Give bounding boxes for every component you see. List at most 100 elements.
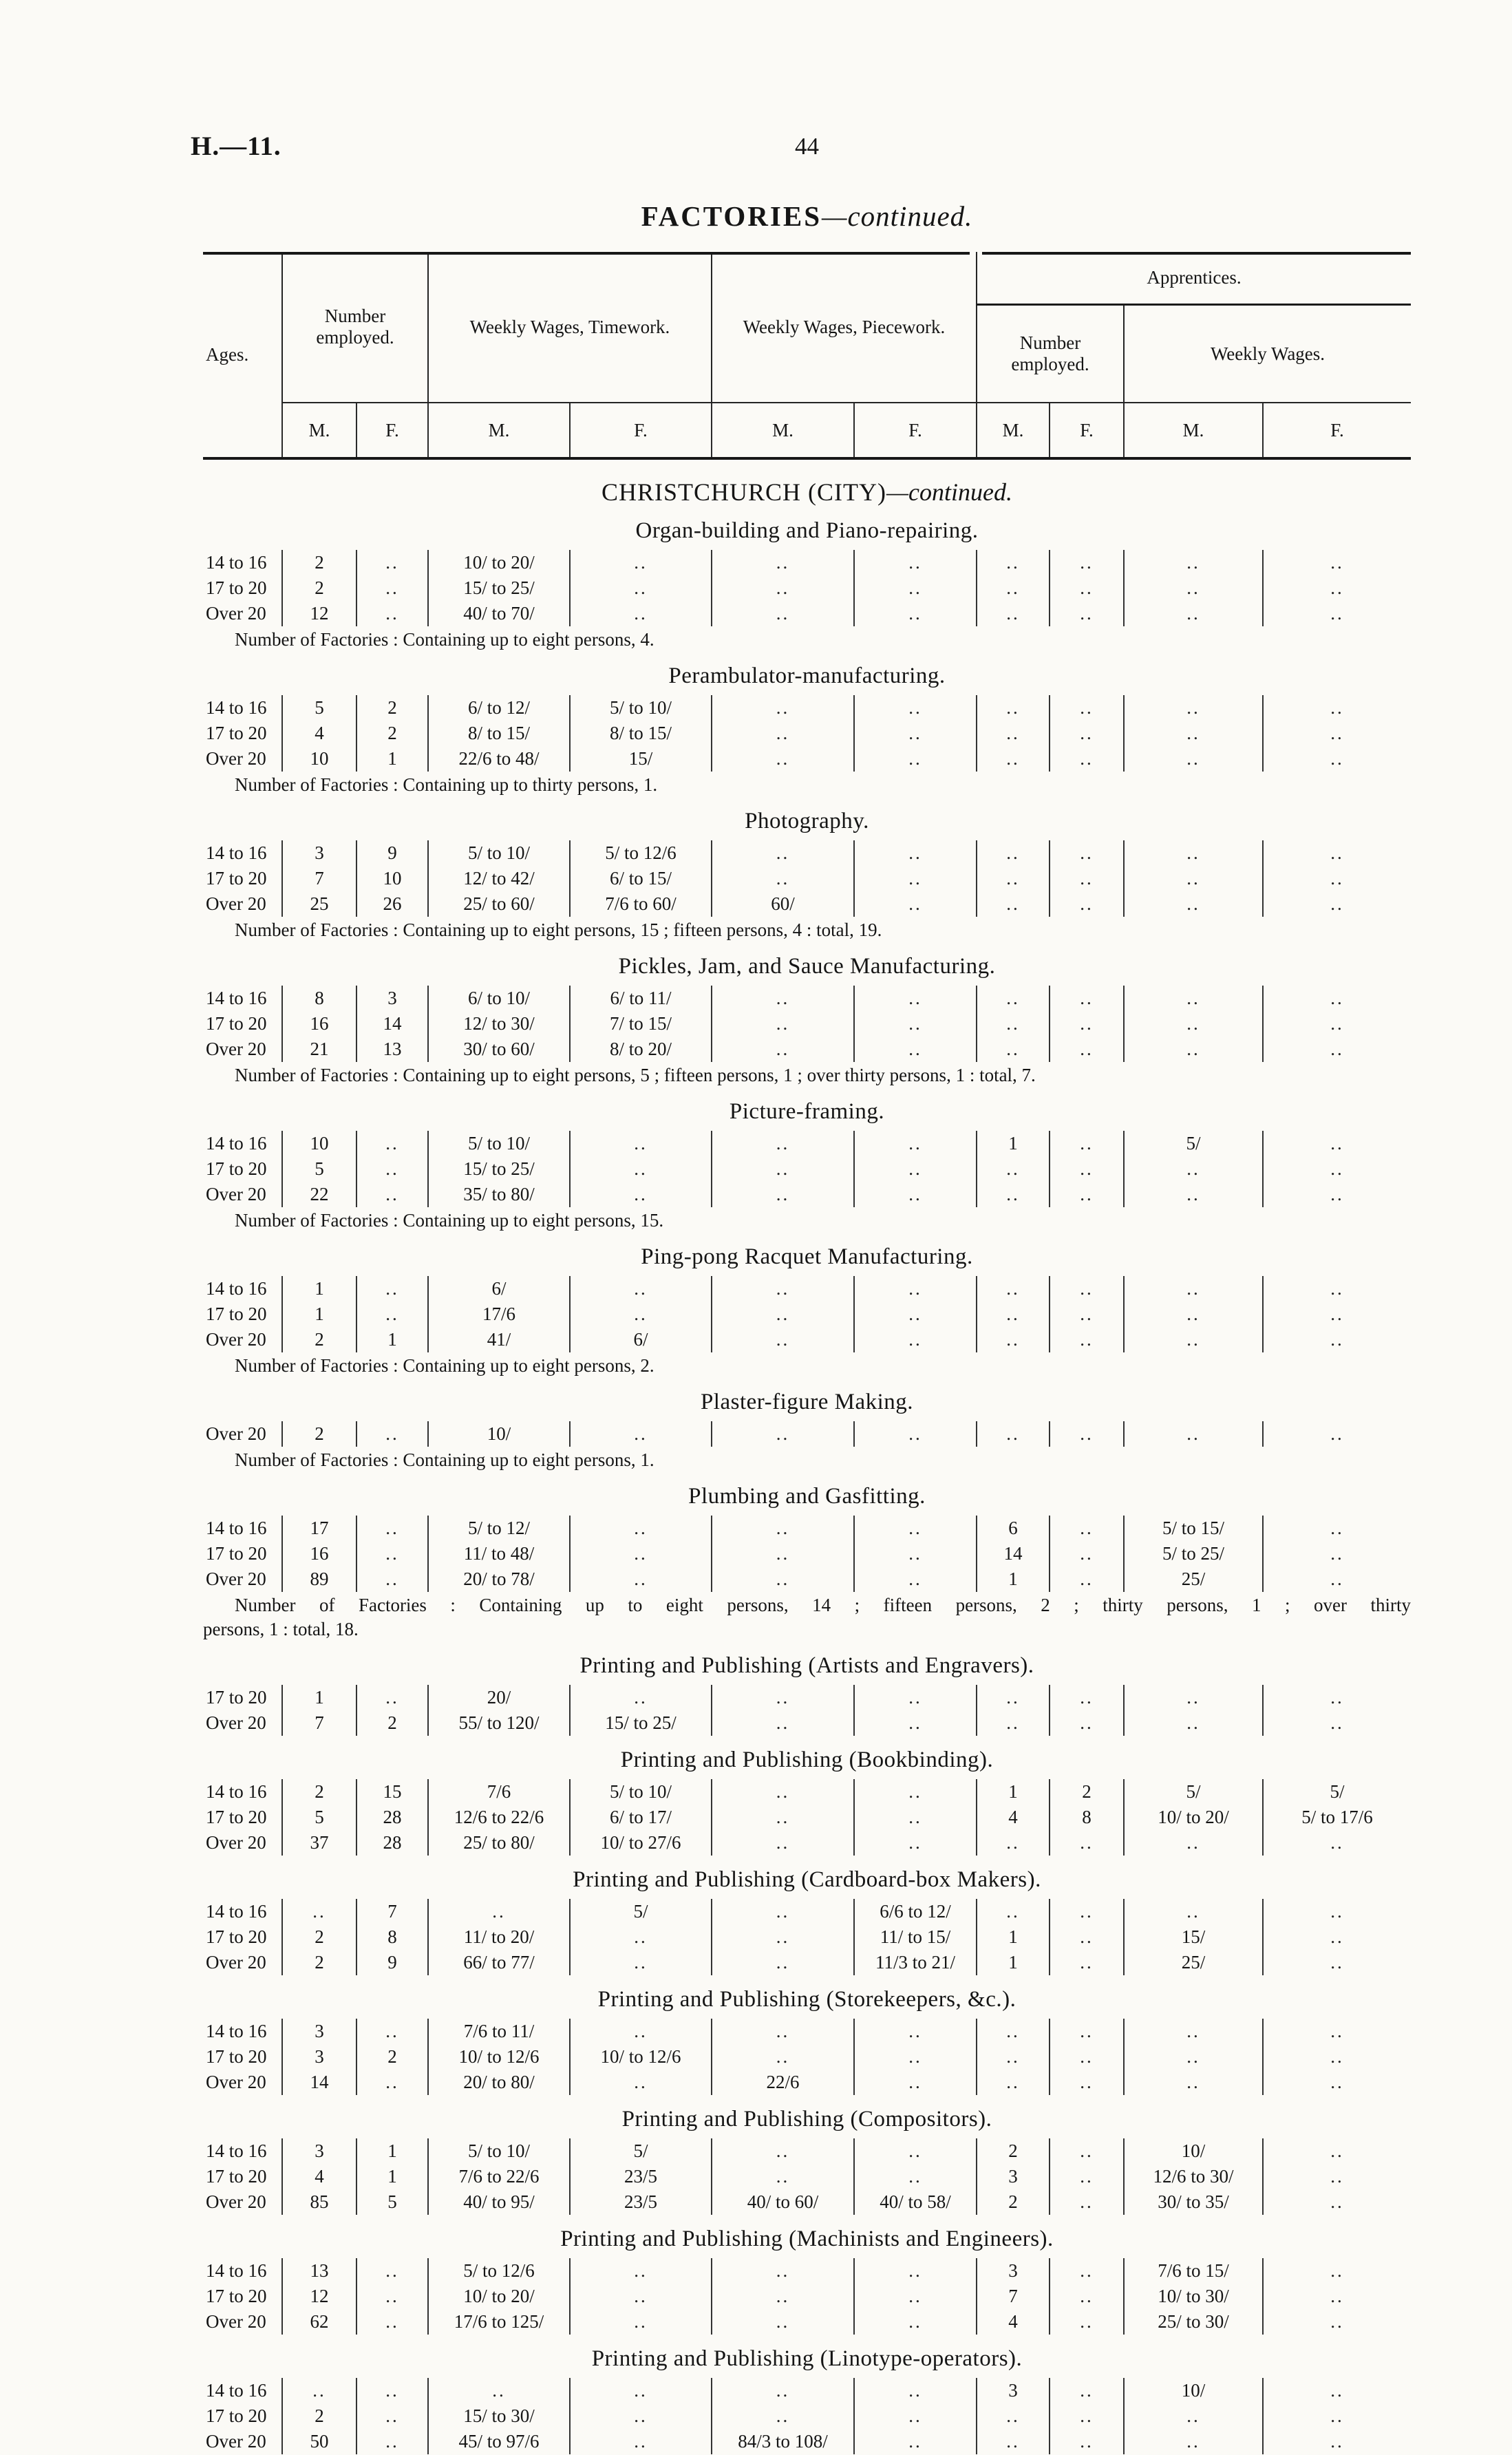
age-range-label: 17 to 20 [206,1926,267,1947]
data-cell: 5/ to 10/ [427,2138,569,2164]
data-cell: .. [1049,1182,1123,1207]
section-title: Plaster-figure Making. [700,1390,914,1414]
section-title: Printing and Publishing (Machinists and … [560,2226,1054,2251]
data-cell: .. [1049,1131,1123,1156]
data-cell: 25/ to 80/ [427,1830,569,1856]
data-cell: .. [1262,721,1411,746]
data-cell: 1 [976,1950,1049,1975]
data-cell: .. [711,1899,853,1924]
data-cell: 1 [281,1276,356,1301]
data-cell: .. [976,891,1049,917]
data-cell: .. [853,1516,976,1541]
age-range-label: 17 to 20 [206,1807,267,1827]
data-cell: .. [976,746,1049,772]
data-cell: .. [1123,1156,1262,1182]
data-cell: .. [569,2258,711,2284]
age-range-label: 17 to 20 [206,577,267,598]
data-cell: 3 [976,2164,1049,2189]
data-cell: .. [569,1131,711,1156]
column-header-ages: Ages. [206,343,249,365]
data-cell: .. [1262,2309,1411,2335]
data-cell: 6/6 to 12/ [853,1899,976,1924]
section-rows: 14 to 16 2 15 7/6 5/ to 10/.... 1 2 5/5/17 to 2… [203,1779,1411,1856]
industry-section: Printing and Publishing (Storekeepers, &… [203,1987,1411,2095]
data-cell: .. [853,1541,976,1566]
data-cell: .. [853,1327,976,1352]
table-row: Over 20 14.. 20/ to 80/.. 22/6.......... [203,2070,1411,2095]
data-cell: 7 [281,866,356,891]
data-cell: 4 [976,2309,1049,2335]
age-range-label: Over 20 [206,748,266,769]
data-cell: 5/ to 12/6 [569,840,711,866]
data-cell: .. [711,1011,853,1037]
city-heading: CHRISTCHURCH (CITY)—continued. [203,478,1411,507]
data-cell: .. [1262,746,1411,772]
data-cell: .. [1123,1327,1262,1352]
industry-section: Printing and Publishing (Artists and Eng… [203,1653,1411,1736]
data-cell: 60/ [711,891,853,917]
data-cell: .. [356,1131,427,1156]
data-cell: 3 [281,2138,356,2164]
data-cell: .. [1262,1182,1411,1207]
data-cell: .. [569,1924,711,1950]
section-rows: 14 to 16 3.. 7/6 to 11/.............. 17 to… [203,2019,1411,2095]
data-cell: .. [976,840,1049,866]
column-header-apprentices-number-employed: Number employed. [976,306,1123,403]
data-cell: .. [1123,840,1262,866]
factories-count-line: Number of Factories : Containing up to e… [235,629,654,650]
data-cell: 1 [356,746,427,772]
data-cell: .. [1262,840,1411,866]
column-header-timework: Weekly Wages, Timework. [427,252,711,403]
factories-count-line: Number of Factories : Containing up to e… [235,920,882,940]
data-cell: 55/ to 120/ [427,1710,569,1736]
section-rows: 14 to 16.. 7.. 5/.. 6/6 to 12/........ 17 to… [203,1899,1411,1975]
data-cell: 5/ to 17/6 [1262,1805,1411,1830]
data-cell: .. [569,1156,711,1182]
data-cell: .. [1123,1830,1262,1856]
city-heading-name: CHRISTCHURCH (CITY) [601,478,887,506]
data-cell: .. [976,2429,1049,2454]
table-row: Over 20 12.. 40/ to 70/.............. [203,601,1411,626]
age-range-label: 17 to 20 [206,2286,267,2306]
section-rows: 14 to 16 3 9 5/ to 10/5/ to 12/6...........… [203,840,1411,917]
data-cell: 4 [281,721,356,746]
data-cell: 2 [281,1779,356,1805]
table-row: 17 to 20 12.. 10/ to 20/...... 7.. 10/ to 30… [203,2284,1411,2309]
data-cell: 7/6 to 60/ [569,891,711,917]
data-cell: 2 [976,2138,1049,2164]
data-cell: .. [853,2403,976,2429]
data-cell: 2 [976,2189,1049,2215]
data-cell: .. [853,1011,976,1037]
age-range-label: Over 20 [206,603,266,624]
data-cell: 5/ [1262,1779,1411,1805]
data-cell: .. [1049,2070,1123,2095]
data-cell: 2 [1049,1779,1123,1805]
age-range-label: Over 20 [206,893,266,914]
data-cell: .. [711,575,853,601]
page-content: H.—11. 44 FACTORIES—continued. Ages. Num… [191,0,1411,2454]
data-cell: 5/ [569,2138,711,2164]
data-cell: .. [1049,550,1123,575]
data-cell: 25/ [1123,1566,1262,1592]
data-cell: .. [976,2403,1049,2429]
data-cell: .. [711,866,853,891]
column-header-number-employed-label: Number employed. [316,306,394,348]
data-cell: .. [853,866,976,891]
age-range-label: Over 20 [206,1039,266,1059]
data-cell: 10/ to 30/ [1123,2284,1262,2309]
data-cell: .. [1123,695,1262,721]
data-cell: .. [711,2019,853,2044]
data-cell: .. [1262,1710,1411,1736]
data-cell: .. [356,601,427,626]
data-cell: 28 [356,1805,427,1830]
data-cell: .. [1049,1301,1123,1327]
section-footer: Number of Factories : Containing up to e… [203,1354,1411,1378]
table-row: Over 20 22.. 35/ to 80/.............. [203,1182,1411,1207]
column-header-apprentices-number-employed-label: Number employed. [1011,332,1089,374]
data-cell: 5/ to 10/ [427,840,569,866]
data-cell: 5 [281,695,356,721]
data-cell: 10/ [1123,2138,1262,2164]
age-range-label: Over 20 [206,1569,266,1589]
data-cell: .. [1049,2403,1123,2429]
